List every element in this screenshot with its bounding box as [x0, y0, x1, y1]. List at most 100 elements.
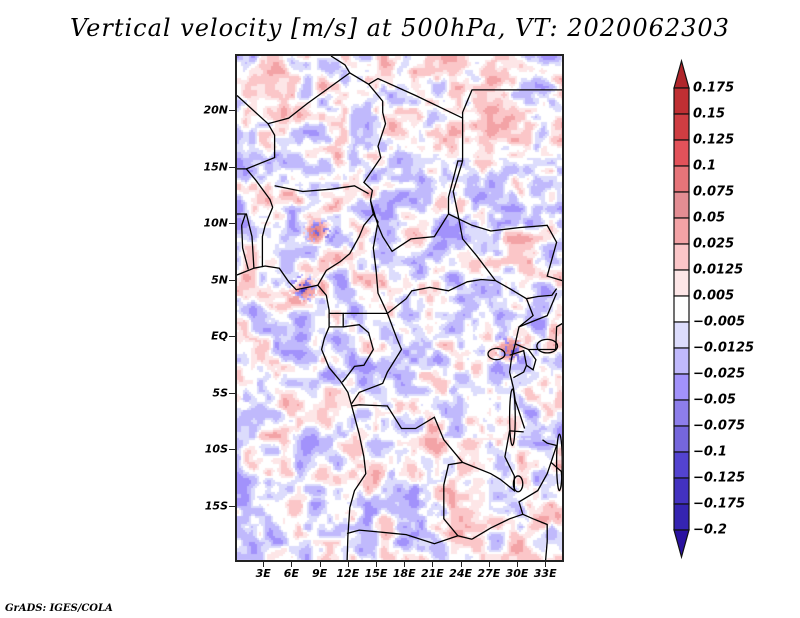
x-tick-mark	[488, 562, 490, 567]
colorbar-label: −0.0125	[693, 340, 755, 356]
vertical-velocity-field	[237, 56, 562, 560]
colorbar-band	[673, 399, 690, 427]
colorbar-band	[673, 477, 690, 505]
colorbar-label: −0.2	[693, 522, 727, 538]
colorbar-band	[673, 451, 690, 479]
border-line	[471, 513, 548, 560]
x-tick-label: 15E	[364, 567, 388, 580]
y-tick-label: EQ	[211, 329, 228, 343]
x-tick-mark	[263, 562, 265, 567]
lake-outline	[512, 475, 524, 493]
border-line	[518, 292, 558, 328]
x-tick-label: 3E	[255, 567, 271, 580]
y-tick-label: 10S	[204, 442, 228, 456]
y-tick-mark	[229, 336, 235, 338]
border-line	[330, 56, 351, 74]
chart-title: Vertical velocity [m/s] at 500hPa, VT: 2…	[70, 14, 730, 42]
border-line	[317, 200, 375, 286]
colorbar-band	[673, 87, 690, 115]
x-tick-label: 6E	[283, 567, 299, 580]
border-line	[462, 430, 524, 492]
colorbar-arrow-bottom	[673, 529, 690, 560]
border-line	[351, 313, 403, 405]
border-line	[372, 213, 388, 314]
colorbar-label: 0.15	[693, 106, 726, 122]
border-line	[526, 288, 558, 300]
colorbar-label: −0.075	[693, 418, 746, 434]
x-tick-mark	[347, 562, 349, 567]
x-tick-mark	[291, 562, 293, 567]
colorbar-label: −0.1	[693, 444, 727, 460]
border-line	[509, 349, 528, 379]
border-line	[452, 160, 497, 281]
colorbar-band	[673, 503, 690, 531]
border-line	[246, 123, 276, 170]
y-tick-mark	[229, 223, 235, 225]
lake-outline	[555, 433, 562, 492]
y-tick-label: 5N	[211, 273, 228, 287]
border-line	[346, 529, 459, 545]
colorbar-band	[673, 295, 690, 323]
x-tick-mark	[404, 562, 406, 567]
x-tick-label: 12E	[336, 567, 360, 580]
x-tick-label: 30E	[505, 567, 529, 580]
lake-outline	[487, 347, 506, 361]
x-tick-mark	[517, 562, 518, 567]
colorbar-label: 0.175	[693, 80, 735, 96]
colorbar-band	[673, 217, 690, 245]
x-tick-label: 24E	[449, 567, 473, 580]
x-tick-mark	[319, 562, 321, 567]
colorbar-label: −0.005	[693, 314, 746, 330]
border-line	[237, 213, 255, 269]
border-line	[461, 89, 562, 119]
map-plot-area	[235, 54, 564, 562]
border-line	[237, 265, 367, 560]
border-line	[518, 439, 558, 515]
x-tick-label: 33E	[533, 567, 557, 580]
border-line	[237, 72, 464, 161]
border-line	[526, 349, 537, 371]
colorbar-label: 0.025	[693, 236, 735, 252]
y-tick-mark	[229, 449, 235, 451]
y-tick-mark	[229, 279, 235, 281]
colorbar-band	[673, 113, 690, 141]
lake-outline	[536, 338, 559, 354]
y-tick-label: 10N	[203, 216, 228, 230]
border-line	[369, 160, 463, 253]
colorbar-band	[673, 191, 690, 219]
y-tick-label: 15S	[204, 499, 228, 513]
border-line	[351, 404, 473, 540]
x-tick-mark	[545, 562, 547, 567]
border-line	[363, 83, 387, 201]
colorbar-label: −0.175	[693, 496, 746, 512]
border-line	[329, 312, 344, 328]
footer-credit: GrADS: IGES/COLA	[5, 603, 113, 614]
colorbar-label: 0.125	[693, 132, 735, 148]
x-tick-mark	[432, 562, 434, 567]
x-tick-label: 27E	[477, 567, 501, 580]
border-line	[508, 298, 534, 429]
border-line	[261, 207, 274, 268]
lake-outline	[508, 388, 516, 447]
border-line	[550, 461, 562, 490]
border-line	[274, 185, 369, 195]
y-tick-label: 15N	[203, 160, 228, 174]
colorbar-band	[673, 321, 690, 349]
y-tick-mark	[229, 166, 235, 168]
colorbar-band	[673, 165, 690, 193]
colorbar-label: −0.05	[693, 392, 736, 408]
country-borders	[237, 56, 562, 560]
y-tick-mark	[229, 392, 235, 394]
colorbar-band	[673, 425, 690, 453]
x-tick-mark	[376, 562, 377, 567]
border-line	[448, 213, 562, 282]
colorbar-band	[673, 243, 690, 271]
x-tick-label: 21E	[420, 567, 444, 580]
colorbar-label: 0.005	[693, 288, 735, 304]
y-tick-mark	[229, 110, 235, 112]
colorbar-band	[673, 373, 690, 401]
colorbar-band	[673, 269, 690, 297]
colorbar-label: 0.075	[693, 184, 735, 200]
y-tick-mark	[229, 505, 235, 507]
border-line	[241, 213, 249, 270]
